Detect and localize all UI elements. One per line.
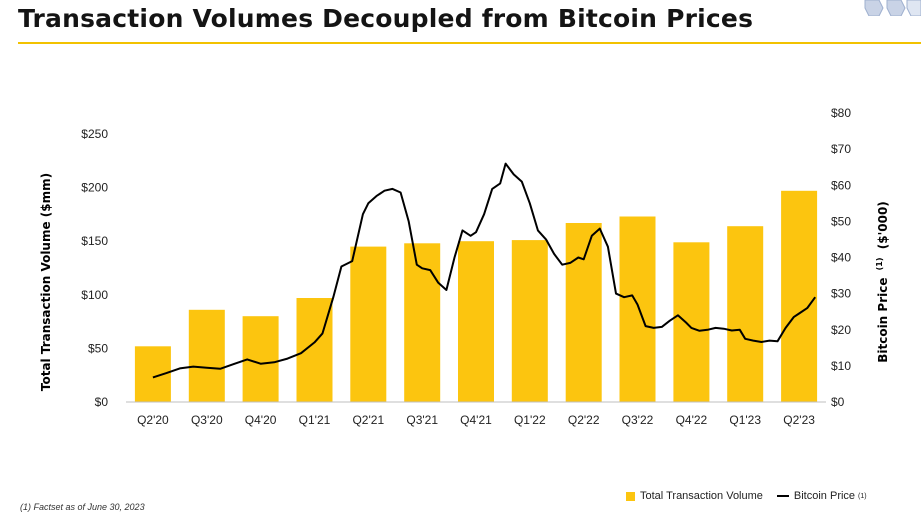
x-tick-label: Q4'22 <box>676 413 708 427</box>
legend-label-price: Bitcoin Price <box>793 490 856 502</box>
x-tick-label: Q3'22 <box>622 413 654 427</box>
y2-tick-label: $0 <box>831 395 845 409</box>
bar-Q1'22 <box>511 240 548 402</box>
bar-series-group <box>134 190 818 402</box>
x-tick-label: Q2'20 <box>137 413 169 427</box>
line-series-group <box>152 162 817 379</box>
x-tick-label: Q3'21 <box>406 413 438 427</box>
legend-swatch-volume <box>626 491 635 501</box>
title-underline <box>18 42 921 44</box>
y2-tick-label: $70 <box>831 142 851 156</box>
bar-Q1'21 <box>296 298 333 402</box>
x-tick-label: Q1'22 <box>514 413 546 427</box>
bar-Q1'23 <box>727 226 764 402</box>
bar-Q3'21 <box>404 243 441 402</box>
bitcoin-price-line <box>152 162 817 379</box>
bar-Q2'23 <box>781 190 818 402</box>
y-tick-label: $200 <box>81 181 108 195</box>
bar-Q4'22 <box>673 242 710 402</box>
y2-tick-label: $40 <box>831 251 851 265</box>
left-axis-ticks: $0 $50 $100 $150 $200 $250 <box>81 127 108 409</box>
y-tick-label: $150 <box>81 234 108 248</box>
y2-tick-label: $50 <box>831 214 851 228</box>
y-tick-label: $50 <box>88 341 108 355</box>
bar-Q2'22 <box>565 223 602 402</box>
y-tick-label: $0 <box>95 395 109 409</box>
brand-logo-icon <box>864 0 921 16</box>
bar-Q2'21 <box>350 246 387 402</box>
bar-Q3'22 <box>619 216 656 402</box>
legend-label-price-sup: (1) <box>858 492 867 500</box>
x-tick-label: Q4'21 <box>460 413 492 427</box>
y2-tick-label: $10 <box>831 359 851 373</box>
y2-tick-label: $20 <box>831 323 851 337</box>
y2-tick-label: $60 <box>831 178 851 192</box>
x-tick-label: Q2'22 <box>568 413 600 427</box>
y-tick-label: $100 <box>81 288 108 302</box>
x-tick-label: Q3'20 <box>191 413 223 427</box>
bar-Q3'20 <box>188 309 225 402</box>
legend-label-volume: Total Transaction Volume <box>640 490 763 502</box>
x-tick-label: Q1'21 <box>299 413 331 427</box>
x-tick-label: Q2'21 <box>352 413 384 427</box>
right-axis-ticks: $0 $10 $20 $30 $40 $50 $60 $70 $80 <box>831 106 851 409</box>
y2-axis-title-main: Bitcoin Price <box>876 278 890 363</box>
page-title: Transaction Volumes Decoupled from Bitco… <box>18 4 754 33</box>
legend-swatch-price <box>776 495 789 497</box>
x-axis-ticks: Q2'20 Q3'20 Q4'20 Q1'21 Q2'21 Q3'21 Q4'21 Q1'22… <box>137 413 815 427</box>
x-tick-label: Q1'23 <box>729 413 761 427</box>
bar-Q4'21 <box>458 241 494 402</box>
y2-tick-label: $30 <box>831 287 851 301</box>
x-tick-label: Q2'23 <box>783 413 815 427</box>
y2-axis-title-tail: ($'000) <box>876 201 890 249</box>
chart-legend: Total Transaction Volume Bitcoin Price (… <box>626 490 867 502</box>
y2-tick-label: $80 <box>831 106 851 120</box>
y2-axis-title: Bitcoin Price (1) ($'000) <box>871 201 890 363</box>
y2-axis-title-sup: (1) <box>875 257 884 270</box>
x-tick-label: Q4'20 <box>245 413 277 427</box>
y-axis-title: Total Transaction Volume ($mm) <box>39 173 53 391</box>
y-tick-label: $250 <box>81 127 108 141</box>
footnote: (1) Factset as of June 30, 2023 <box>20 502 145 512</box>
